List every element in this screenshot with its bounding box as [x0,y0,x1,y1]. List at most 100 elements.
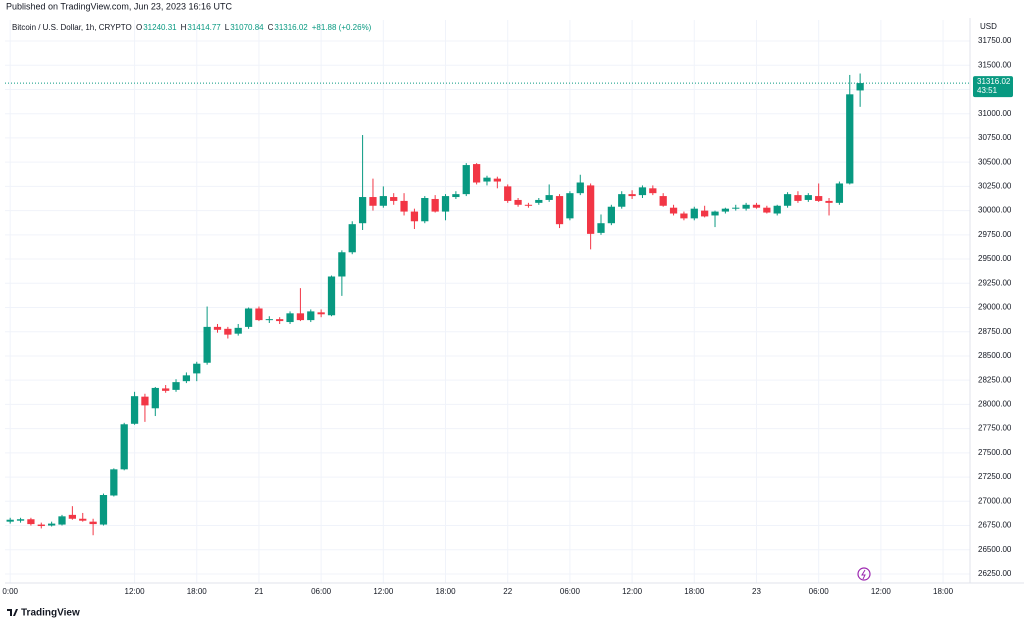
symbol-title: Bitcoin / U.S. Dollar, 1h, CRYPTO [12,23,132,32]
candle-body [338,252,346,277]
candle-body [58,516,66,525]
candle-body [555,196,564,225]
published-note: Published on TradingView.com, Jun 23, 20… [6,1,232,11]
candle-body [732,207,740,209]
candle-body [701,210,709,217]
candle-body [182,375,191,382]
candle-body [68,514,77,519]
grid [5,20,970,583]
candle-body [773,205,781,214]
candle-body [193,363,201,374]
candle-body [628,194,636,197]
event-icon[interactable] [857,567,871,581]
candle-body [213,326,222,330]
x-tick-label: 0:00 [2,587,18,596]
candle-body [431,198,439,212]
candle-body [48,523,56,526]
y-tick-label: 28500.00 [978,351,1012,360]
candle-body [659,196,667,206]
y-tick-label: 31750.00 [978,36,1012,45]
candle-body [79,518,87,521]
candle-body [369,197,377,206]
candle-body [680,213,688,219]
x-tick-label: 18:00 [684,587,705,596]
candle-body [514,199,522,205]
y-tick-label: 28750.00 [978,327,1012,336]
y-tick-label: 27000.00 [978,496,1012,505]
ohlc-value: 31240.31 [143,23,177,32]
price-tag [973,76,1013,98]
brand: TradingView [21,608,80,619]
candle-body [379,196,387,206]
ohlc-value: 31070.84 [230,23,264,32]
x-tick-label: 12:00 [622,587,643,596]
candle-body [421,198,429,222]
candle-body [16,519,25,521]
y-tick-label: 29250.00 [978,278,1012,287]
candle-body [286,313,294,323]
candle-body [390,197,398,201]
y-tick-label: 29500.00 [978,254,1012,263]
candle-body [141,396,149,406]
candle-body [752,204,761,208]
candle-body [587,185,595,234]
candle-body [524,204,533,206]
candle-body [669,207,678,214]
candle-body [783,194,792,206]
x-tick-label: 06:00 [809,587,830,596]
y-tick-label: 28250.00 [978,375,1012,384]
candle-body [721,208,730,212]
candle-body [504,186,512,201]
candle-body [794,195,802,201]
candle-body [244,308,253,327]
y-tick-label: 26750.00 [978,521,1012,530]
price-change: +81.88 (+0.26%) [312,23,372,32]
candle-body [493,178,501,182]
y-tick-label: 27750.00 [978,424,1012,433]
y-tick-label: 29000.00 [978,303,1012,312]
ohlc-label: C [268,23,274,32]
candle-body [742,204,750,209]
y-tick-label: 31500.00 [978,60,1012,69]
x-tick-label: 12:00 [125,587,146,596]
y-tick-label: 31000.00 [978,109,1012,118]
candle-body [835,183,844,203]
candle-body [649,188,657,194]
candle-body [535,199,543,203]
candle-body [120,424,128,470]
candle-body [317,312,325,315]
candle-body [27,519,35,525]
candle-body [6,519,14,522]
candle-body [472,164,481,183]
candle-body [462,165,470,195]
y-tick-label: 28000.00 [978,400,1012,409]
candle-body [358,197,367,224]
y-tick-label: 29750.00 [978,230,1012,239]
y-tick-label: 30500.00 [978,157,1012,166]
ohlc-label: O [136,23,142,32]
candle-body [856,83,864,91]
candle-body [638,187,647,196]
ohlc-value: 31316.02 [274,23,308,32]
x-tick-label: 18:00 [933,587,954,596]
candle-body [130,396,139,424]
ohlc-header: O 31240.31 H 31414.77 L 31070.84 C 31316.02 +81.… [136,23,372,32]
candle-body [162,388,170,391]
candle-body [566,193,574,219]
candle-body [400,200,408,212]
x-tick-label: 18:00 [187,587,208,596]
x-tick-label: 23 [752,587,761,596]
price-tag-value: 31316.02 [977,77,1011,86]
candle-body [825,200,833,203]
candle-body [234,327,242,334]
candle-body [545,195,553,200]
candle-body [203,326,211,363]
x-tick-label: 18:00 [436,587,457,596]
candle-body [265,319,273,321]
candle-body [763,207,771,213]
y-tick-label: 30750.00 [978,133,1012,142]
candle-body [597,223,605,233]
ohlc-label: L [225,23,230,32]
countdown: 43:51 [977,86,998,95]
candle-body [846,94,854,184]
